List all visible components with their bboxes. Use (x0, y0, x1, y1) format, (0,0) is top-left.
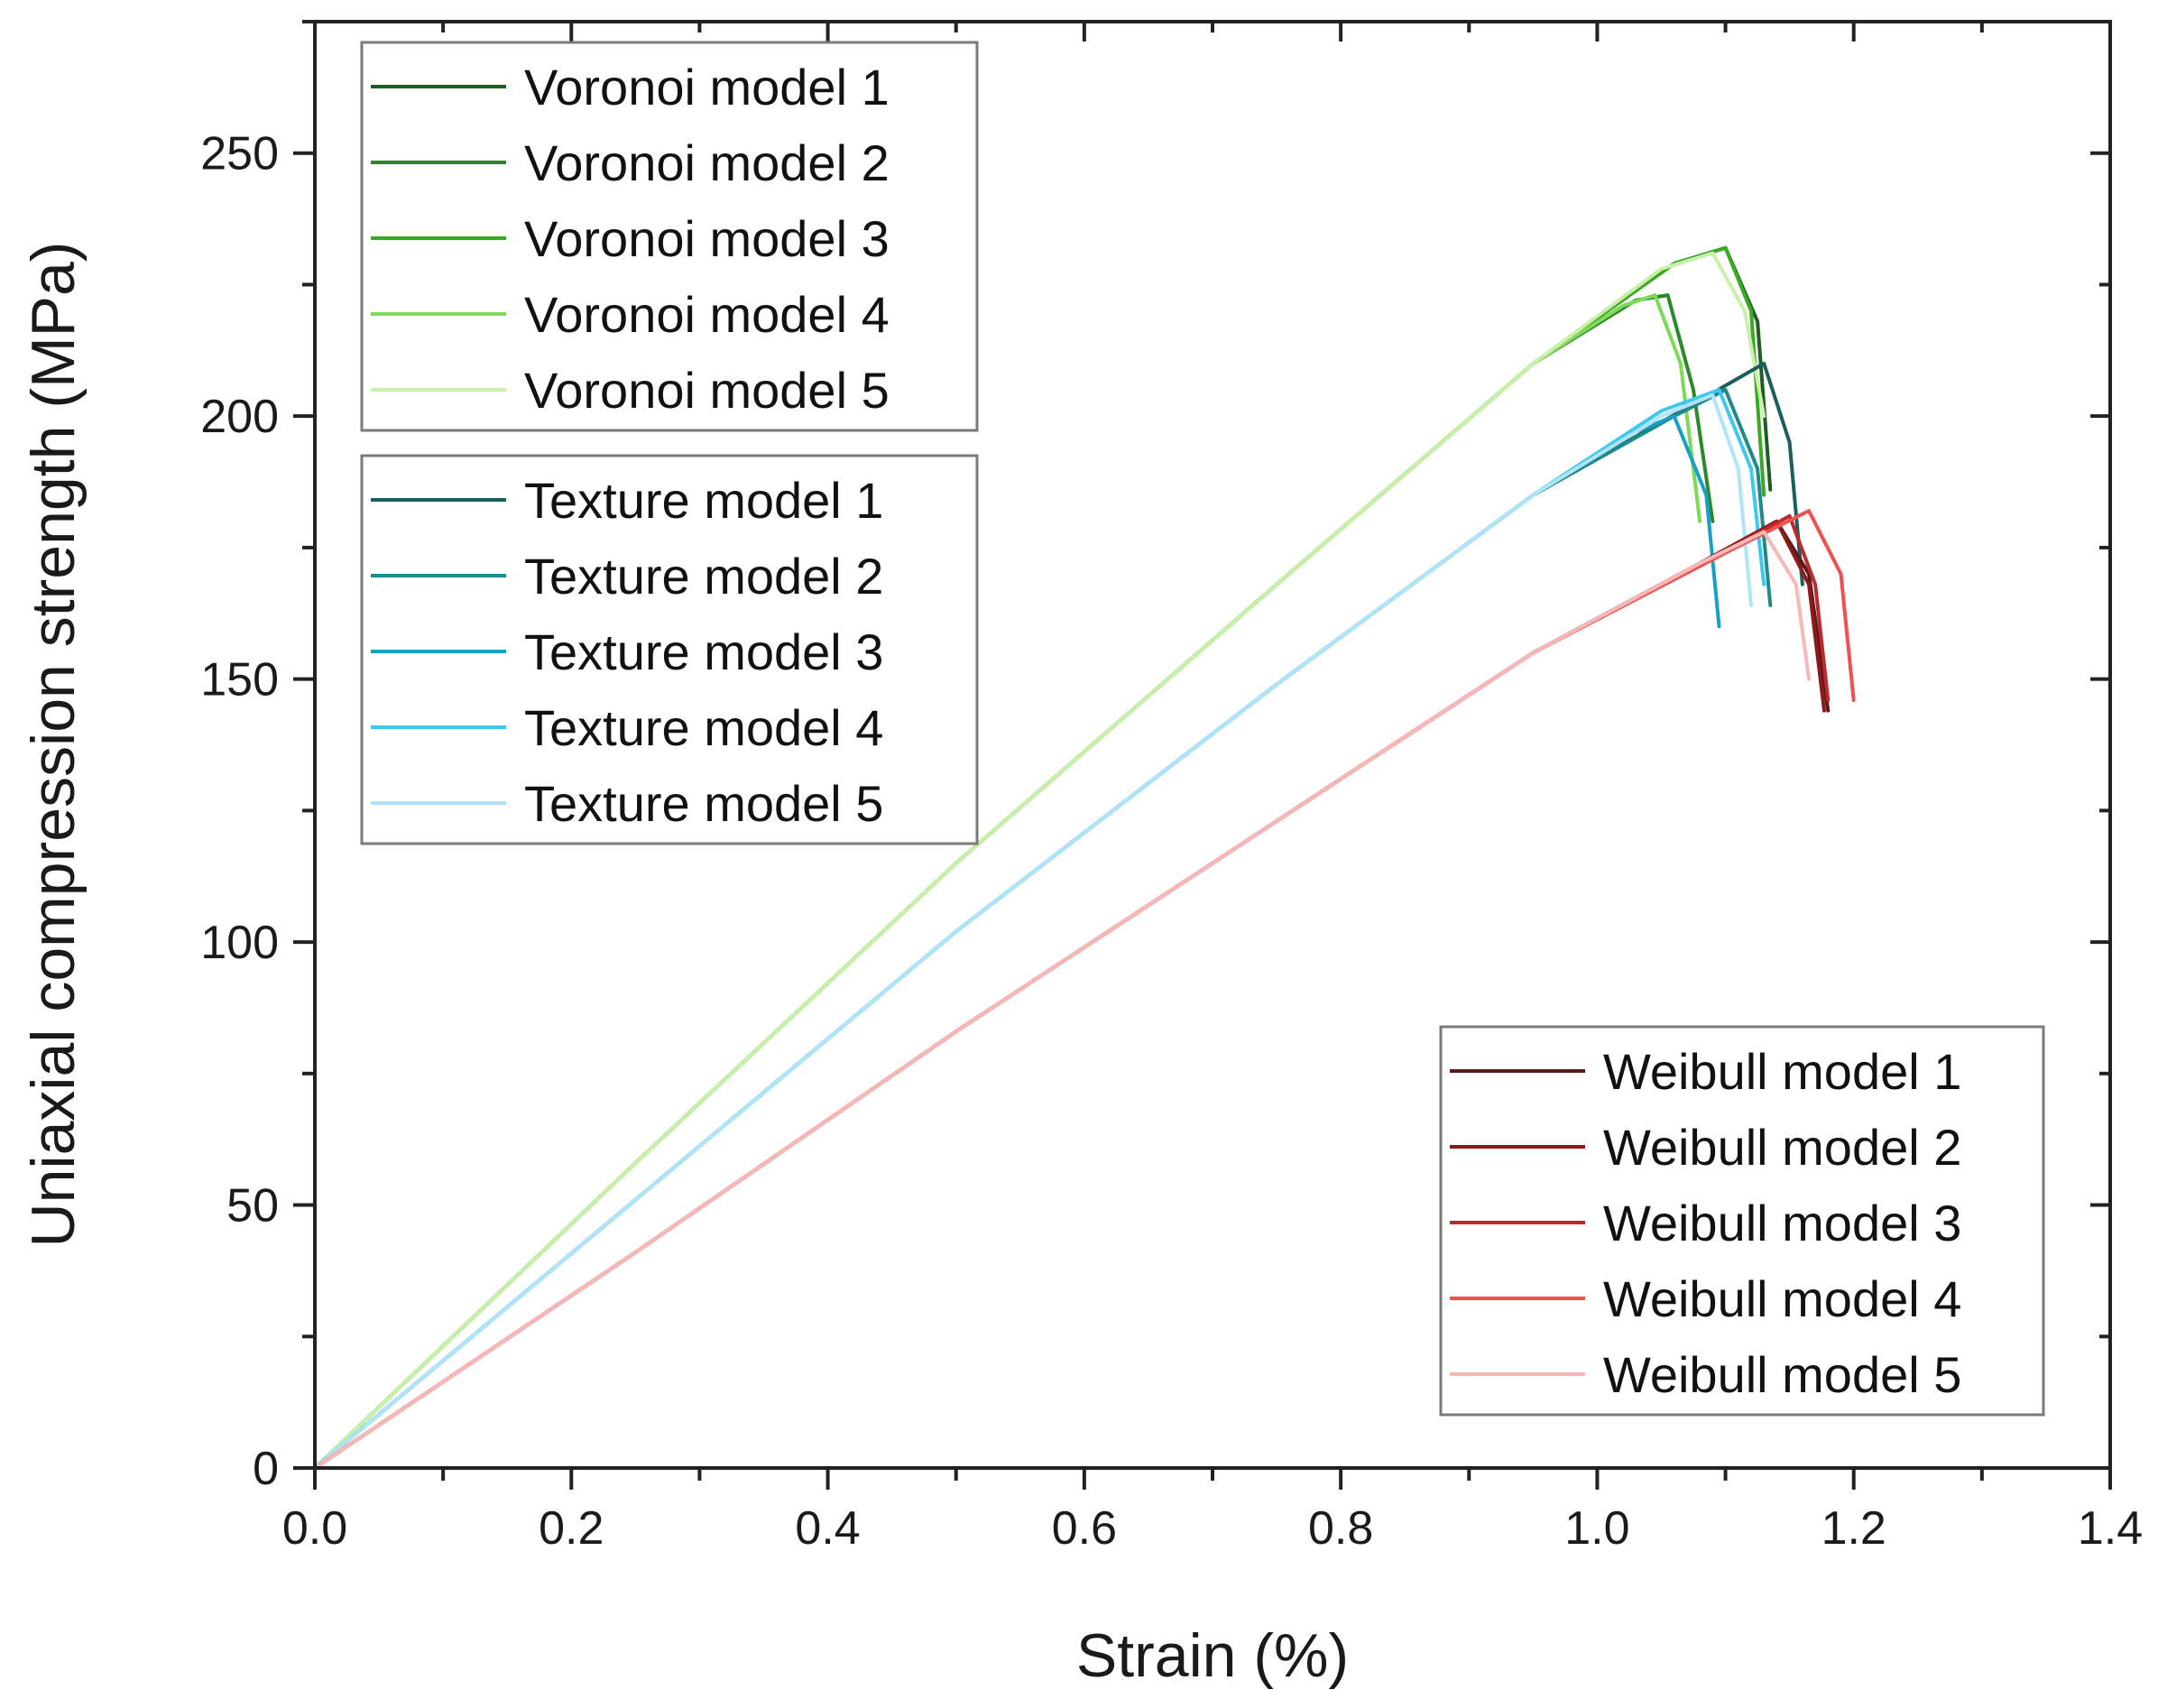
legend-label: Voronoi model 1 (524, 59, 890, 115)
y-tick-label: 250 (200, 128, 279, 180)
legend-label: Voronoi model 3 (524, 210, 890, 267)
legend-label: Texture model 2 (524, 548, 883, 605)
legend-label: Voronoi model 5 (524, 362, 890, 419)
legend-label: Voronoi model 2 (524, 134, 890, 191)
legend-label: Weibull model 1 (1603, 1043, 1961, 1100)
axis-layer: 0.0 0.2 0.4 0.6 0.8 1.0 1.2 1.4 0 50 100 150 200 250 (200, 20, 2143, 1555)
x-axis-label: Strain (%) (1076, 1621, 1349, 1690)
legend-label: Texture model 4 (524, 699, 883, 756)
x-tick-label: 1.4 (2078, 1502, 2143, 1555)
legend-label: Texture model 5 (524, 775, 883, 832)
x-tick-label: 0.8 (1308, 1502, 1373, 1555)
legend-label: Texture model 3 (524, 623, 883, 680)
legend-label: Weibull model 4 (1603, 1270, 1961, 1327)
legend-layer: Voronoi model 1 Voronoi model 2 Voronoi mo… (360, 41, 2045, 1417)
series-line-5 (313, 251, 1766, 1470)
y-axis-label: Uniaxial compression strength (MPa) (19, 242, 88, 1248)
y-tick-label: 200 (200, 391, 279, 443)
x-tick-label: 0.2 (539, 1502, 604, 1555)
series-line-10 (313, 392, 1753, 1470)
y-tick-label: 50 (226, 1180, 279, 1233)
y-tick-label: 100 (200, 917, 279, 969)
series-layer (313, 245, 1856, 1470)
x-tick-label: 0.4 (795, 1502, 860, 1555)
x-tick-label: 1.0 (1564, 1502, 1629, 1555)
x-tick-label: 1.2 (1821, 1502, 1886, 1555)
legend-label: Texture model 1 (524, 472, 883, 529)
legend-label: Weibull model 2 (1603, 1119, 1961, 1176)
y-tick-label: 0 (253, 1443, 279, 1495)
legend-label: Weibull model 5 (1603, 1346, 1961, 1403)
legend-label: Weibull model 3 (1603, 1195, 1961, 1251)
x-tick-label: 0.6 (1052, 1502, 1117, 1555)
x-tick-label: 0.0 (282, 1502, 347, 1555)
series-line-15 (313, 530, 1811, 1470)
legend-label: Voronoi model 4 (524, 286, 890, 343)
y-tick-label: 150 (200, 654, 279, 706)
